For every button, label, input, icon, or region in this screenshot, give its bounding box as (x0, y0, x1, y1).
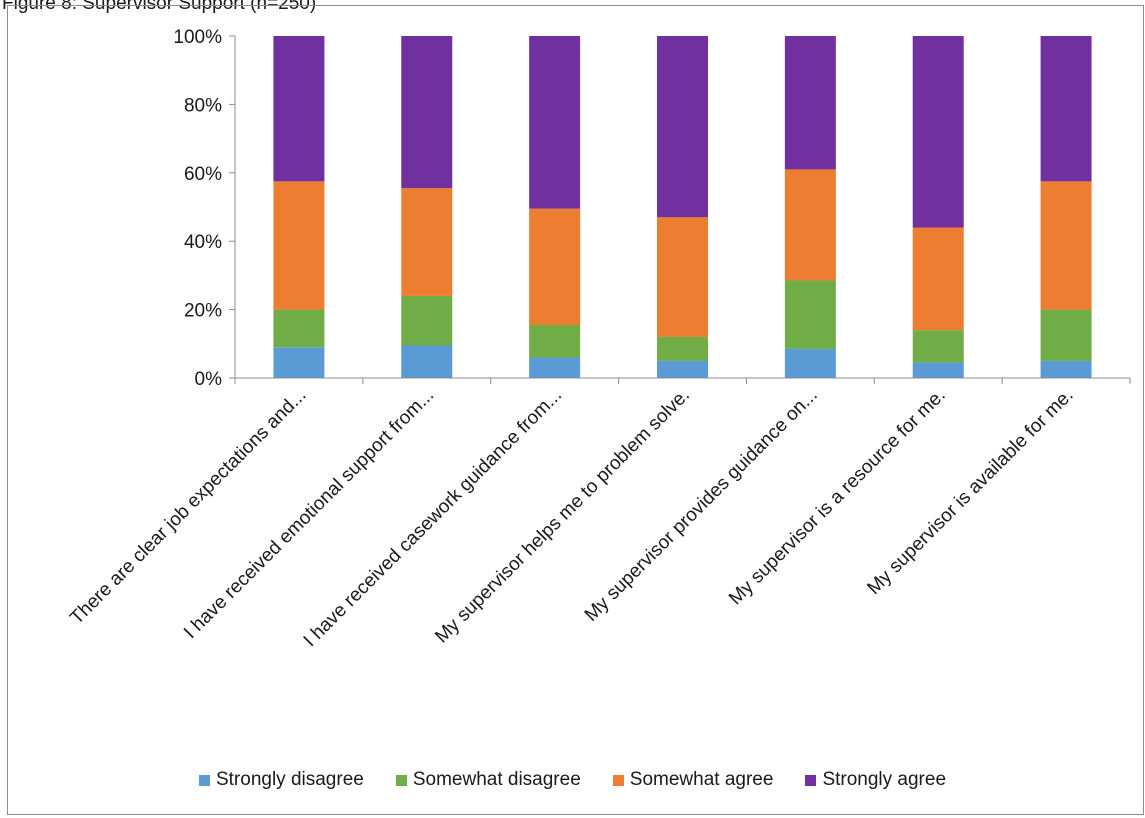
legend-label: Strongly disagree (215, 769, 364, 790)
bar-segment-strongly-disagree (912, 362, 964, 378)
bar-segment-strongly-disagree (273, 347, 325, 378)
legend-label: Somewhat disagree (412, 769, 581, 790)
bar-segment-strongly-agree (273, 36, 325, 182)
x-category-label: I have received casework guidance from..… (300, 385, 567, 652)
bar-segment-somewhat-agree (401, 188, 453, 296)
legend-swatch (395, 774, 407, 786)
legend-item: Strongly agree (805, 769, 946, 791)
chart-title: Figure 8: Supervisor Support (n=250) (2, 0, 317, 14)
y-tick-label: 0% (195, 369, 223, 390)
bar-segment-somewhat-disagree (273, 309, 325, 348)
x-category-label: My supervisor is a resource for me. (725, 385, 950, 610)
legend-item: Somewhat disagree (395, 769, 581, 791)
y-tick-label: 60% (184, 164, 222, 185)
bar-segment-somewhat-disagree (1040, 309, 1092, 361)
bar-segment-strongly-agree (784, 36, 836, 170)
bar-segment-somewhat-agree (273, 181, 325, 310)
legend-label: Somewhat agree (629, 769, 774, 790)
bar-segment-strongly-agree (912, 36, 964, 228)
bar-segment-strongly-disagree (529, 357, 581, 378)
y-tick-label: 80% (184, 95, 222, 116)
bar-segment-strongly-disagree (784, 348, 836, 378)
x-category-label: My supervisor is available for me. (863, 385, 1077, 599)
bar-segment-somewhat-disagree (912, 330, 964, 363)
x-category-label: My supervisor provides guidance on... (581, 385, 822, 626)
bar-segment-somewhat-agree (529, 208, 581, 325)
legend-label: Strongly agree (822, 769, 947, 790)
legend-item: Somewhat agree (612, 769, 774, 791)
x-category-label: I have received emotional support from..… (180, 385, 438, 643)
x-axis-labels: There are clear job expectations and...I… (66, 385, 1077, 652)
chart-frame (7, 5, 1144, 815)
bar-segment-strongly-agree (1040, 36, 1092, 182)
bars (273, 36, 1092, 378)
legend-item: Strongly disagree (198, 769, 364, 791)
y-tick-label: 100% (173, 27, 222, 48)
bar-segment-somewhat-agree (657, 217, 708, 337)
bar-segment-strongly-disagree (657, 360, 708, 378)
bar-segment-somewhat-disagree (529, 324, 581, 358)
legend-swatch (805, 774, 817, 786)
legend-swatch (612, 774, 624, 786)
legend: Strongly disagree Somewhat disagree Somewh… (0, 769, 1145, 791)
bar-segment-somewhat-agree (912, 227, 964, 331)
axes (229, 35, 1131, 384)
bar-segment-strongly-disagree (1040, 360, 1092, 378)
x-category-label: There are clear job expectations and... (66, 385, 310, 629)
x-category-label: My supervisor helps me to problem solve. (431, 385, 694, 648)
bar-segment-somewhat-disagree (401, 295, 453, 346)
bar-segment-strongly-agree (401, 36, 453, 189)
bar-segment-strongly-disagree (401, 345, 453, 378)
bar-segment-somewhat-disagree (657, 336, 708, 361)
bar-segment-strongly-agree (657, 36, 708, 218)
y-axis: 0% 20% 40% 60% 80% 100% (173, 27, 222, 390)
bar-segment-somewhat-agree (784, 169, 836, 281)
bar-segment-somewhat-disagree (784, 280, 836, 349)
y-tick-label: 40% (184, 232, 222, 253)
bar-segment-somewhat-agree (1040, 181, 1092, 310)
y-tick-label: 20% (184, 301, 222, 322)
legend-swatch (198, 774, 210, 786)
bar-segment-strongly-agree (529, 36, 581, 209)
